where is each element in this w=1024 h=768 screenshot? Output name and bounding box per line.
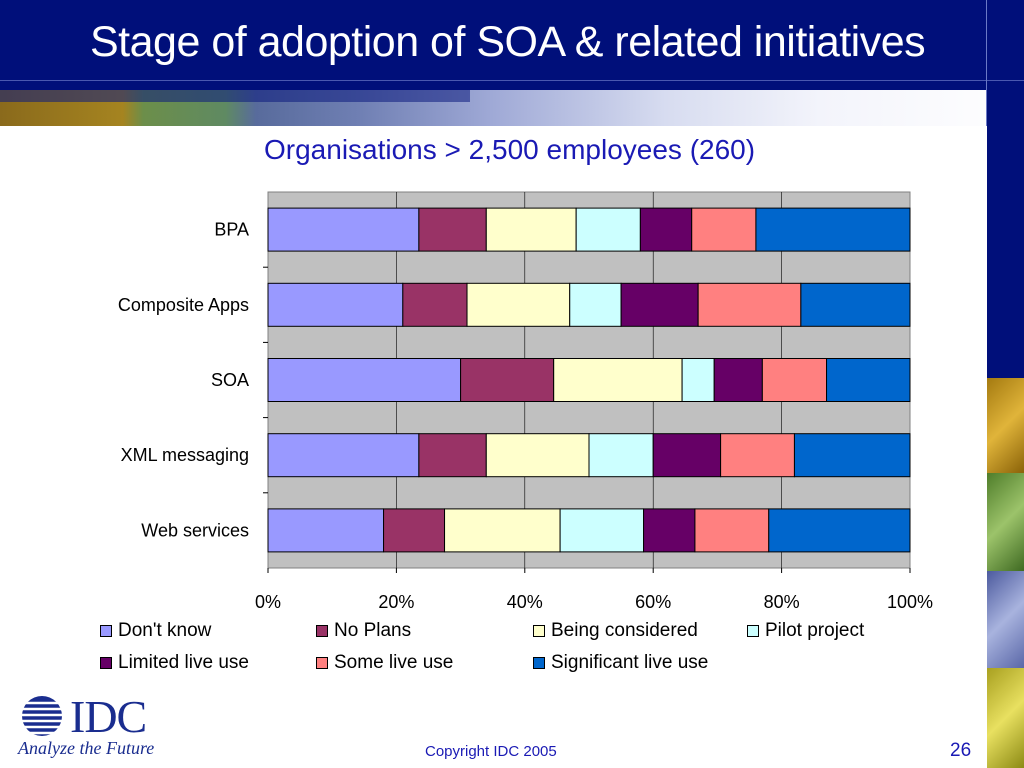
bar-segment [569,282,622,327]
bar-segment [826,358,911,402]
category-label: Web services [141,520,249,540]
category-label: Composite Apps [118,295,249,315]
bar-segment [267,282,404,327]
legend-swatch [747,625,759,637]
bar-series [267,207,911,553]
legend-item: Being considered [533,620,698,642]
bar-segment [485,207,577,252]
bar-segment [418,433,487,478]
legend-swatch [533,657,545,669]
bar-segment [485,433,590,478]
x-tick-label: 80% [764,592,800,612]
legend-label: No Plans [334,620,412,641]
value-axis: 0% 20% 40% 60% 80% 100% [255,568,933,612]
idc-logo: IDC Analyze the Future [16,690,166,760]
bar-segment [466,282,571,327]
bar-segment [559,508,645,553]
legend-item: Significant live use [533,652,708,674]
header-rule [0,80,1024,81]
page-number: 26 [950,740,972,761]
legend-label: Don't know [118,620,212,641]
legend-item: Limited live use [100,652,249,674]
x-tick-label: 40% [507,592,543,612]
side-photo-green [987,473,1024,571]
legend-item: Don't know [100,620,211,642]
bar-segment [444,508,561,553]
bar-segment [713,358,763,402]
bar-segment [720,433,795,478]
legend-swatch [100,625,112,637]
bar-segment [588,433,654,478]
bar-segment [460,358,555,402]
bar-segment [643,508,696,553]
bar-segment [402,282,468,327]
legend-swatch [316,625,328,637]
bar-segment [267,508,385,553]
legend-item: Some live use [316,652,453,674]
bar-segment [267,358,462,402]
chart-title: Organisations > 2,500 employees (260) [264,134,756,165]
x-tick-label: 20% [378,592,414,612]
bar-segment [800,282,911,327]
x-tick-label: 60% [635,592,671,612]
logo-wordmark: IDC [70,691,147,742]
bar-segment [267,433,420,478]
legend-label: Limited live use [118,652,249,673]
category-axis: BPA Composite Apps SOA XML messaging Web ser… [118,220,268,540]
chart-legend: Don't know No Plans Being considered Pilot … [100,620,960,680]
side-photo-yellow [987,668,1024,768]
legend-label: Being considered [551,620,698,641]
header-photo-strip-shade [0,90,470,102]
category-label: BPA [214,220,249,240]
logo-tagline: Analyze the Future [18,738,155,758]
legend-item: Pilot project [747,620,864,642]
bar-segment [639,207,693,252]
bar-segment [755,207,911,252]
bar-segment [761,358,828,402]
bar-segment [768,508,911,553]
slide-title: Stage of adoption of SOA & related initi… [90,18,926,66]
legend-label: Significant live use [551,652,709,673]
x-tick-label: 0% [255,592,281,612]
bar-segment [383,508,446,553]
bar-segment [793,433,911,478]
side-photo-gold [987,378,1024,473]
legend-label: Some live use [334,652,454,673]
legend-swatch [316,657,328,669]
slide-header [0,0,1024,90]
globe-icon [20,696,64,736]
bar-segment [267,207,420,252]
bar-segment [697,282,802,327]
bar-segment [681,358,715,402]
bar-segment [652,433,722,478]
bar-segment [694,508,770,553]
legend-label: Pilot project [765,620,865,641]
category-label: SOA [211,370,249,390]
bar-segment [418,207,487,252]
x-tick-label: 100% [887,592,933,612]
legend-swatch [533,625,545,637]
category-label: XML messaging [121,445,249,465]
bar-segment [553,358,683,402]
header-vertical-rule [986,0,987,126]
bar-segment [691,207,757,252]
legend-item: No Plans [316,620,411,642]
bar-segment [575,207,641,252]
bar-segment [620,282,699,327]
side-photo-blue [987,571,1024,668]
copyright-text: Copyright IDC 2005 [425,743,557,760]
legend-swatch [100,657,112,669]
